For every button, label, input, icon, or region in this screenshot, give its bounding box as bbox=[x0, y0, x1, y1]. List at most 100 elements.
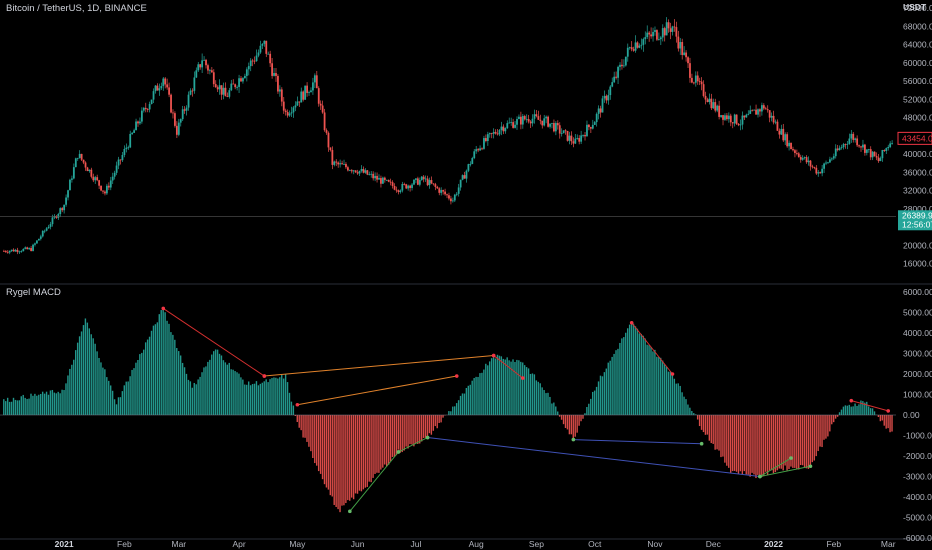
candle bbox=[317, 86, 320, 107]
candle bbox=[203, 56, 205, 61]
candle bbox=[597, 105, 600, 120]
histogram-bar bbox=[376, 415, 378, 473]
candle bbox=[720, 115, 722, 118]
candle bbox=[605, 94, 608, 104]
candle bbox=[356, 169, 359, 175]
histogram-bar bbox=[555, 406, 557, 415]
histogram-bar bbox=[547, 392, 549, 415]
histogram-bar bbox=[259, 383, 262, 415]
candle bbox=[747, 110, 750, 116]
histogram-bar bbox=[323, 415, 326, 485]
candle bbox=[278, 85, 281, 97]
histogram-bar bbox=[143, 349, 145, 415]
histogram-bar bbox=[290, 401, 293, 415]
candle bbox=[784, 132, 787, 145]
histogram-bar bbox=[308, 415, 310, 447]
histogram-bar bbox=[302, 415, 304, 438]
candle bbox=[63, 204, 66, 214]
candle bbox=[854, 137, 857, 143]
histogram-bar bbox=[135, 362, 137, 415]
histogram-bar bbox=[761, 415, 763, 477]
candle bbox=[636, 41, 639, 49]
histogram-bar bbox=[90, 334, 92, 415]
histogram-bar bbox=[516, 359, 518, 415]
candle bbox=[415, 178, 417, 184]
candle bbox=[634, 35, 637, 53]
candle bbox=[381, 176, 384, 184]
histogram-bar bbox=[349, 415, 351, 501]
candle bbox=[325, 128, 328, 135]
candle bbox=[485, 134, 487, 143]
histogram-bar bbox=[420, 415, 423, 442]
divergence-dot bbox=[629, 320, 634, 325]
histogram-bar bbox=[628, 324, 631, 415]
histogram-bar bbox=[518, 360, 520, 415]
histogram-bar bbox=[588, 403, 590, 415]
indicator-title[interactable]: Rygel MACD bbox=[6, 287, 61, 298]
histogram-bar bbox=[803, 415, 806, 468]
candle bbox=[55, 215, 58, 219]
candle bbox=[422, 175, 425, 183]
histogram-bar bbox=[498, 355, 501, 415]
histogram-bar bbox=[170, 332, 172, 415]
candle bbox=[726, 113, 728, 121]
histogram-bar bbox=[403, 415, 405, 451]
candle bbox=[104, 190, 106, 196]
candle bbox=[391, 180, 394, 189]
histogram-bar bbox=[801, 415, 804, 466]
candle bbox=[111, 172, 114, 185]
candle bbox=[671, 25, 674, 36]
candle bbox=[661, 24, 664, 42]
histogram-bar bbox=[716, 415, 718, 450]
candle bbox=[416, 176, 419, 186]
candle bbox=[372, 171, 375, 181]
candle bbox=[591, 119, 594, 130]
candle bbox=[842, 142, 845, 150]
price-tick-label: 36000.00 bbox=[903, 167, 932, 177]
candle bbox=[407, 184, 410, 191]
candle bbox=[467, 163, 470, 173]
histogram-bar bbox=[234, 371, 236, 415]
candle bbox=[564, 129, 567, 135]
histogram-bar bbox=[461, 393, 464, 415]
histogram-bar bbox=[16, 400, 19, 415]
candle bbox=[230, 79, 233, 92]
histogram-bar bbox=[739, 415, 742, 472]
histogram-bar bbox=[319, 415, 322, 474]
histogram-bar bbox=[106, 377, 108, 415]
candle bbox=[20, 250, 23, 253]
histogram-bar bbox=[267, 382, 269, 415]
candle bbox=[189, 88, 192, 96]
candle bbox=[554, 121, 557, 136]
histogram-bar bbox=[36, 395, 38, 415]
candle bbox=[840, 144, 843, 150]
candle bbox=[865, 149, 868, 156]
histogram-bar bbox=[158, 314, 160, 415]
candle bbox=[12, 248, 15, 252]
candle bbox=[749, 105, 752, 114]
histogram-bar bbox=[345, 415, 347, 504]
candle bbox=[681, 38, 684, 60]
histogram-bar bbox=[774, 415, 777, 473]
histogram-bar bbox=[805, 415, 808, 469]
candle bbox=[269, 50, 272, 68]
candle bbox=[453, 193, 456, 203]
candle bbox=[115, 161, 118, 176]
histogram-bar bbox=[506, 357, 508, 415]
candle bbox=[786, 132, 789, 148]
histogram-bar bbox=[292, 405, 295, 415]
candle bbox=[444, 188, 446, 196]
price-tick-label: 28000.00 bbox=[903, 204, 932, 214]
histogram-bar bbox=[214, 349, 217, 415]
candle bbox=[586, 120, 588, 137]
candle bbox=[609, 85, 612, 100]
candle bbox=[144, 102, 147, 113]
histogram-bar bbox=[580, 415, 582, 422]
histogram-bar bbox=[823, 415, 825, 440]
histogram-bar bbox=[500, 356, 503, 415]
histogram-bar bbox=[430, 415, 433, 435]
macd-tick-label: -6000.00 bbox=[903, 533, 932, 543]
histogram-bar bbox=[891, 415, 893, 432]
histogram-bar bbox=[22, 394, 24, 415]
